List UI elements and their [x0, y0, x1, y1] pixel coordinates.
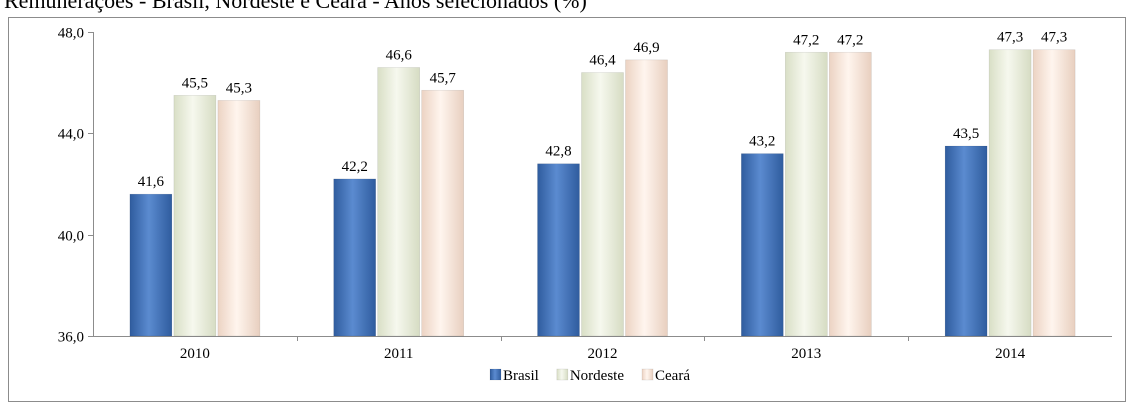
legend-label-brasil: Brasil: [503, 368, 539, 384]
bars-group: [130, 50, 1075, 336]
y-tick-label: 48,0: [58, 26, 84, 42]
data-label-brasil-2013: 43,2: [749, 134, 775, 150]
y-axis-ticks: 36,0 40,0 44,0 48,0: [58, 26, 93, 346]
bar-ceara-2012: [626, 60, 668, 336]
y-tick-label: 40,0: [58, 229, 84, 245]
data-label-nordeste-2011: 46,6: [386, 47, 413, 63]
x-tick-label: 2012: [588, 346, 618, 362]
x-tick-label: 2013: [791, 346, 821, 362]
data-label-ceara-2010: 45,3: [226, 80, 252, 96]
bar-ceara-2014: [1033, 50, 1075, 336]
x-tick-label: 2010: [180, 346, 210, 362]
legend-item-brasil: Brasil: [490, 368, 539, 384]
data-label-ceara-2014: 47,3: [1041, 30, 1067, 46]
bar-nordeste-2012: [582, 73, 624, 336]
bar-brasil-2012: [538, 164, 580, 336]
bar-nordeste-2013: [785, 52, 827, 336]
bar-brasil-2014: [945, 146, 987, 336]
y-tick-label: 36,0: [58, 330, 84, 346]
bar-ceara-2011: [422, 90, 464, 336]
legend: Brasil Nordeste Ceará: [490, 368, 690, 384]
bar-nordeste-2014: [989, 50, 1031, 336]
bar-brasil-2010: [130, 194, 172, 336]
legend-item-ceara: Ceará: [642, 368, 690, 384]
bar-nordeste-2011: [378, 67, 420, 336]
x-axis-ticks: 2010 2011 2012 2013 2014: [180, 336, 1026, 362]
data-label-brasil-2010: 41,6: [138, 174, 165, 190]
x-tick-label: 2014: [995, 346, 1026, 362]
legend-item-nordeste: Nordeste: [557, 368, 624, 384]
data-label-nordeste-2010: 45,5: [182, 75, 208, 91]
legend-swatch-ceara: [642, 369, 653, 380]
data-label-brasil-2012: 42,8: [545, 144, 571, 160]
data-label-brasil-2011: 42,2: [342, 159, 368, 175]
legend-label-ceara: Ceará: [655, 368, 690, 384]
bar-nordeste-2010: [174, 95, 216, 336]
x-tick-label: 2011: [384, 346, 413, 362]
bar-brasil-2011: [334, 179, 376, 336]
data-label-nordeste-2013: 47,2: [793, 32, 819, 48]
data-label-nordeste-2014: 47,3: [997, 30, 1023, 46]
data-label-brasil-2014: 43,5: [953, 126, 979, 142]
bar-ceara-2010: [218, 100, 260, 336]
y-tick-label: 44,0: [58, 127, 84, 143]
bar-ceara-2013: [829, 52, 871, 336]
legend-swatch-brasil: [490, 369, 501, 380]
data-label-ceara-2011: 45,7: [430, 70, 457, 86]
data-label-ceara-2013: 47,2: [837, 32, 863, 48]
data-label-nordeste-2012: 46,4: [589, 53, 616, 69]
chart-title: Remunerações - Brasil, Nordeste e Ceará …: [4, 0, 587, 13]
bar-brasil-2013: [741, 154, 783, 336]
legend-swatch-nordeste: [557, 369, 568, 380]
legend-label-nordeste: Nordeste: [570, 368, 624, 384]
data-label-ceara-2012: 46,9: [633, 40, 659, 56]
